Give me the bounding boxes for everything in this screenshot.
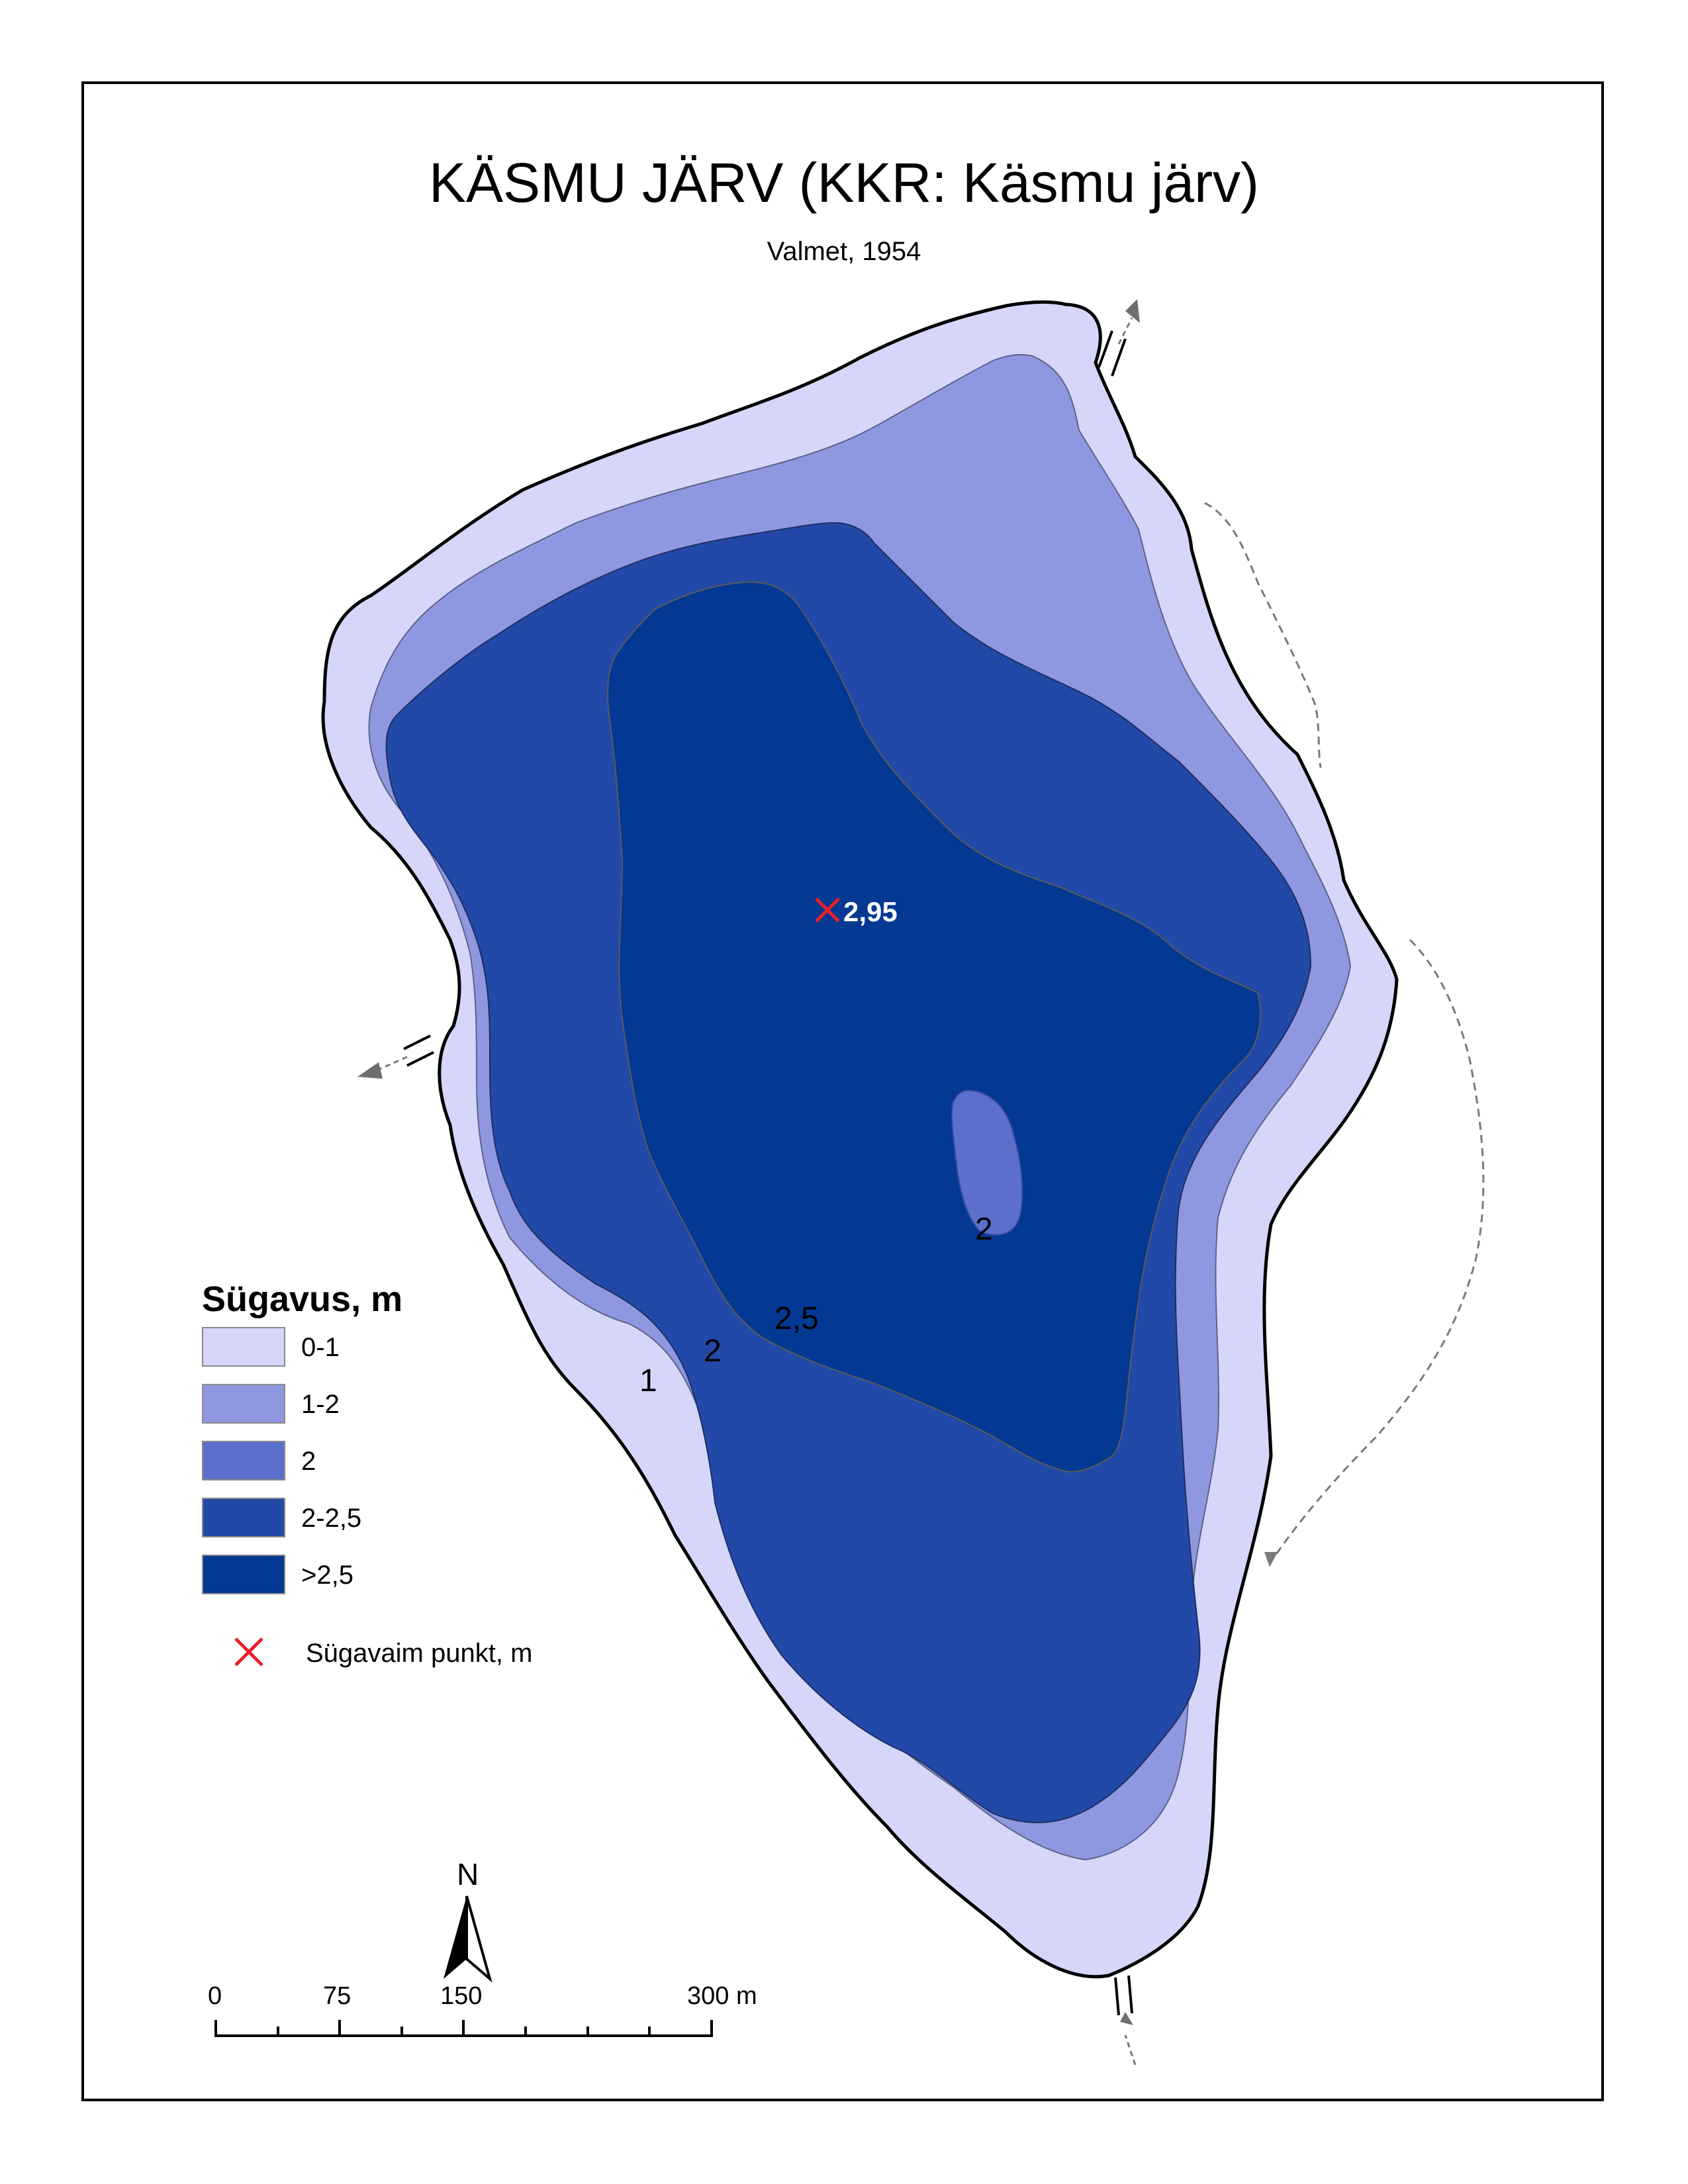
scale-tick-0: 0 bbox=[208, 1982, 222, 2010]
outlet-west-bank-2 bbox=[406, 1051, 434, 1067]
contour-label-2-west: 2 bbox=[704, 1334, 722, 1369]
legend-deepest-point-icon bbox=[234, 1637, 263, 1666]
contour-label-2-shoal: 2 bbox=[975, 1212, 993, 1247]
legend-swatch-2-2.5 bbox=[202, 1498, 285, 1537]
legend-swatch-2 bbox=[202, 1441, 285, 1480]
contour-label-1: 1 bbox=[639, 1363, 657, 1398]
scale-bar bbox=[214, 2020, 713, 2037]
outlet-west-stream bbox=[377, 1056, 408, 1071]
inlet-south-bank-2 bbox=[1127, 1975, 1133, 2014]
deepest-point-marker bbox=[815, 897, 840, 923]
north-arrow-icon bbox=[444, 1895, 492, 1983]
outlet-west-bank-1 bbox=[403, 1034, 431, 1050]
map-subtitle: Valmet, 1954 bbox=[767, 237, 921, 266]
scale-tick-75: 75 bbox=[323, 1982, 351, 2010]
deepest-point-value: 2,95 bbox=[843, 896, 898, 927]
legend-deepest-point-label: Sügavaim punkt, m bbox=[306, 1639, 533, 1668]
legend-label-0-1: 0-1 bbox=[301, 1333, 340, 1362]
legend-label-gt-2.5: >2,5 bbox=[301, 1561, 353, 1590]
legend-title: Sügavus, m bbox=[202, 1279, 403, 1319]
outlet-north-bank-2 bbox=[1111, 338, 1127, 377]
outlet-north-bank-1 bbox=[1098, 330, 1113, 368]
outlet-north-arrow bbox=[1125, 299, 1140, 323]
outlet-north-stream bbox=[1117, 317, 1133, 345]
outlet-west-arrow bbox=[357, 1062, 383, 1079]
stream-arrow-south bbox=[1264, 1552, 1278, 1567]
north-arrow-label: N bbox=[457, 1857, 479, 1891]
depth-zone-2-shoal bbox=[951, 1089, 1023, 1236]
inlet-south-bank-1 bbox=[1114, 1977, 1120, 2016]
map-title: KÄSMU JÄRV (KKR: Käsmu järv) bbox=[428, 152, 1260, 214]
legend-label-1-2: 1-2 bbox=[301, 1390, 340, 1419]
legend-label-2: 2 bbox=[301, 1447, 316, 1476]
inlet-south-arrow bbox=[1120, 2012, 1133, 2025]
legend-swatch-1-2 bbox=[202, 1384, 285, 1424]
inlet-south-stream bbox=[1124, 2034, 1137, 2066]
legend-swatch-0-1 bbox=[202, 1327, 285, 1367]
scale-tick-300: 300 m bbox=[687, 1982, 757, 2010]
depth-zone-gt-2.5 bbox=[607, 581, 1261, 1473]
legend-swatch-gt-2.5 bbox=[202, 1555, 285, 1594]
scale-tick-150: 150 bbox=[440, 1982, 482, 2010]
stream-dashed-lower bbox=[1270, 938, 1485, 1563]
map-frame bbox=[81, 81, 1604, 2101]
legend-label-2-2.5: 2-2,5 bbox=[301, 1504, 362, 1533]
contour-label-2.5: 2,5 bbox=[774, 1301, 819, 1336]
stream-dashed-upper bbox=[1204, 502, 1322, 768]
